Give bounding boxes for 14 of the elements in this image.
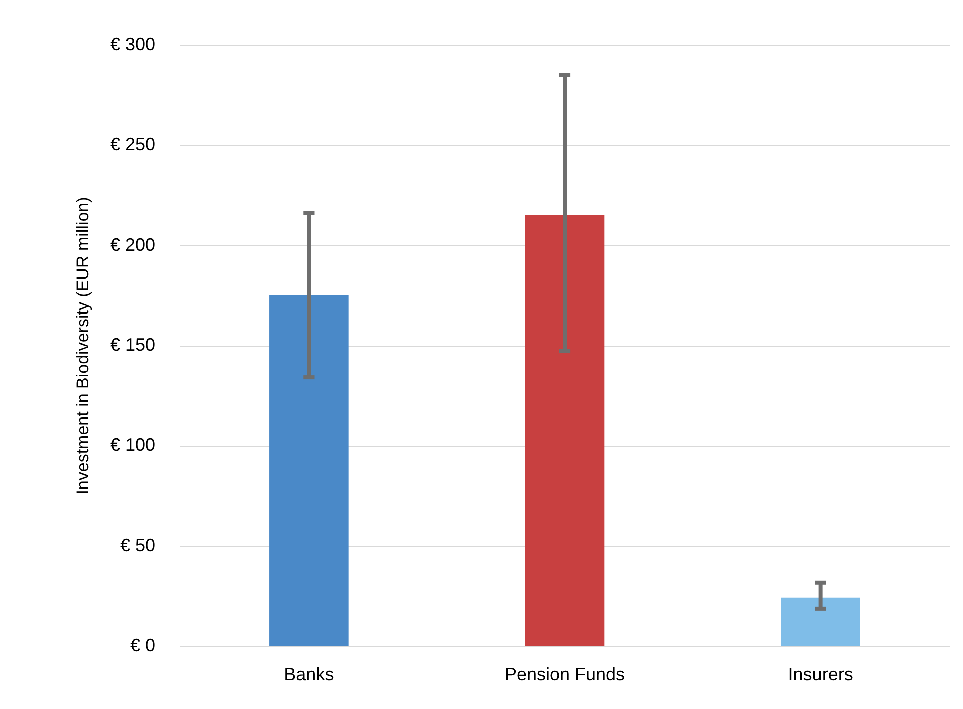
bar	[270, 295, 349, 646]
y-tick-label: € 200	[110, 234, 156, 255]
y-tick-label: € 0	[130, 636, 156, 656]
y-tick-label: € 150	[110, 335, 156, 355]
y-axis-title: Investment in Biodiversity (EUR million)	[73, 197, 92, 495]
y-tick-label: € 250	[110, 134, 156, 155]
bar	[781, 598, 860, 646]
y-tick-label: € 50	[120, 535, 156, 556]
bar	[525, 215, 605, 646]
y-tick-label: € 300	[110, 34, 156, 54]
y-tick-label: € 100	[110, 435, 156, 456]
x-tick-label: Insurers	[788, 664, 854, 684]
x-tick-label: Banks	[284, 664, 334, 684]
x-tick-label: Pension Funds	[504, 664, 626, 684]
